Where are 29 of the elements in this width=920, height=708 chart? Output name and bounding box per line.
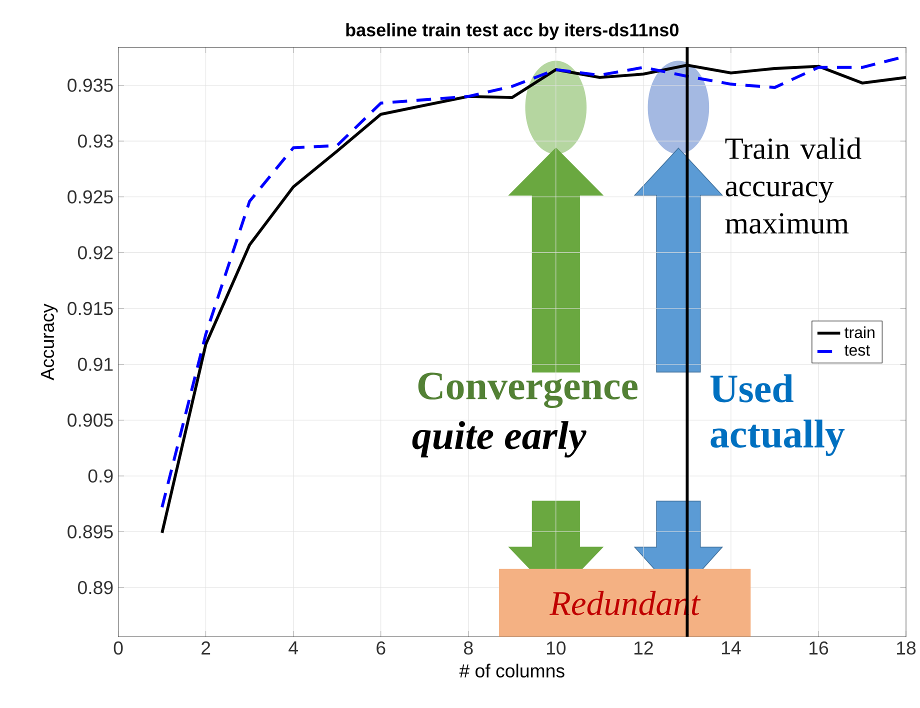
y-tick-label: 0.92 [78, 246, 113, 260]
x-tick-label: 8 [464, 641, 473, 655]
legend-label: train [844, 326, 874, 338]
ref-line-label: Train valid accuracy maximum [725, 137, 862, 234]
y-tick-label: 0.91 [78, 358, 113, 371]
y-tick-label: 0.905 [68, 414, 113, 427]
x-tick-label: 10 [546, 641, 566, 655]
x-axis-title: # of columns [459, 664, 564, 678]
y-tick-label: 0.935 [68, 78, 113, 92]
y-tick-label: 0.93 [78, 134, 113, 148]
x-tick-label: 16 [810, 641, 828, 655]
y-tick-label: 0.925 [68, 190, 113, 204]
x-tick-label: 4 [288, 641, 298, 654]
y-tick-label: 0.9 [88, 469, 113, 483]
chart-title: baseline train test acc by iters-ds11ns0 [346, 23, 678, 40]
x-tick-label: 0 [114, 641, 123, 655]
legend-label: test [844, 345, 870, 356]
y-tick-label: 0.89 [78, 580, 113, 594]
y-tick-label: 0.895 [68, 525, 113, 538]
annotation: quite early [412, 421, 586, 458]
annotation: Used actually [710, 374, 845, 456]
x-tick-label: 14 [722, 641, 741, 654]
x-tick-label: 6 [376, 641, 386, 655]
annotation: Convergence [418, 372, 638, 408]
x-tick-label: 12 [634, 641, 653, 654]
y-tick-label: 0.915 [68, 302, 113, 316]
y-axis-title: Accuracy [41, 304, 58, 380]
x-tick-label: 18 [897, 641, 916, 655]
x-tick-label: 2 [202, 641, 210, 654]
